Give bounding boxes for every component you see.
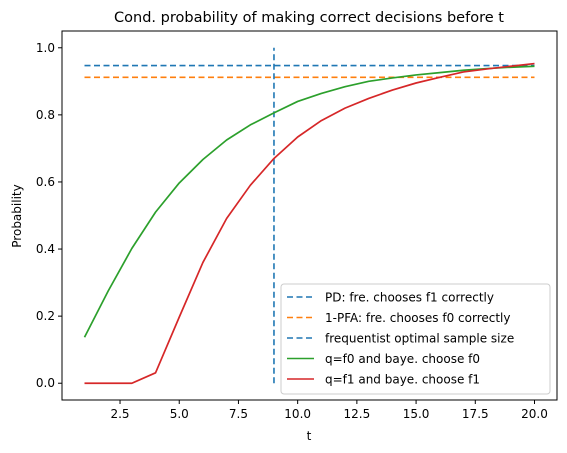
x-tick-label: 5.0 [170, 407, 189, 421]
x-axis-label: t [307, 429, 312, 443]
x-tick-label: 12.5 [344, 407, 371, 421]
plot-frame [61, 30, 558, 401]
x-tick-label: 20.0 [521, 407, 548, 421]
y-tick-label: 0.6 [36, 175, 55, 189]
series-line-q-f1-and-baye-choose-f1 [84, 62, 535, 385]
legend-label: q=f1 and baye. choose f1 [325, 373, 480, 387]
y-tick-label: 0.4 [36, 242, 55, 256]
legend-label: frequentist optimal sample size [325, 332, 514, 346]
y-tick-label: 0.8 [36, 108, 55, 122]
y-tick-label: 0.2 [36, 309, 55, 323]
x-ticks: 2.5 5.0 7.5 10.0 12.5 15.0 17.5 20.0 [110, 400, 548, 421]
series-line-q-f0-and-baye-choose-f0 [83, 65, 535, 338]
y-axis-label: Probability [10, 184, 24, 247]
x-tick-label: 15.0 [403, 407, 430, 421]
legend-label: 1-PFA: fre. chooses f0 correctly [325, 311, 510, 325]
legend-box [280, 283, 551, 395]
x-tick-label: 7.5 [229, 407, 248, 421]
y-tick-label: 0.0 [36, 376, 55, 390]
reference-lines [84, 47, 535, 384]
y-ticks: 0.0 0.2 0.4 0.6 0.8 1.0 [36, 41, 62, 390]
legend: PD: fre. chooses f1 correctly 1-PFA: fre.… [280, 283, 551, 395]
legend-label: PD: fre. chooses f1 correctly [325, 291, 494, 305]
chart-title: Cond. probability of making correct deci… [114, 10, 504, 26]
x-tick-label: 2.5 [110, 407, 129, 421]
data-series [83, 62, 535, 385]
x-tick-label: 10.0 [284, 407, 311, 421]
x-tick-label: 17.5 [462, 407, 489, 421]
legend-label: q=f0 and baye. choose f0 [325, 352, 480, 366]
y-tick-label: 1.0 [36, 41, 55, 55]
legend-items: PD: fre. chooses f1 correctly 1-PFA: fre.… [287, 291, 514, 387]
